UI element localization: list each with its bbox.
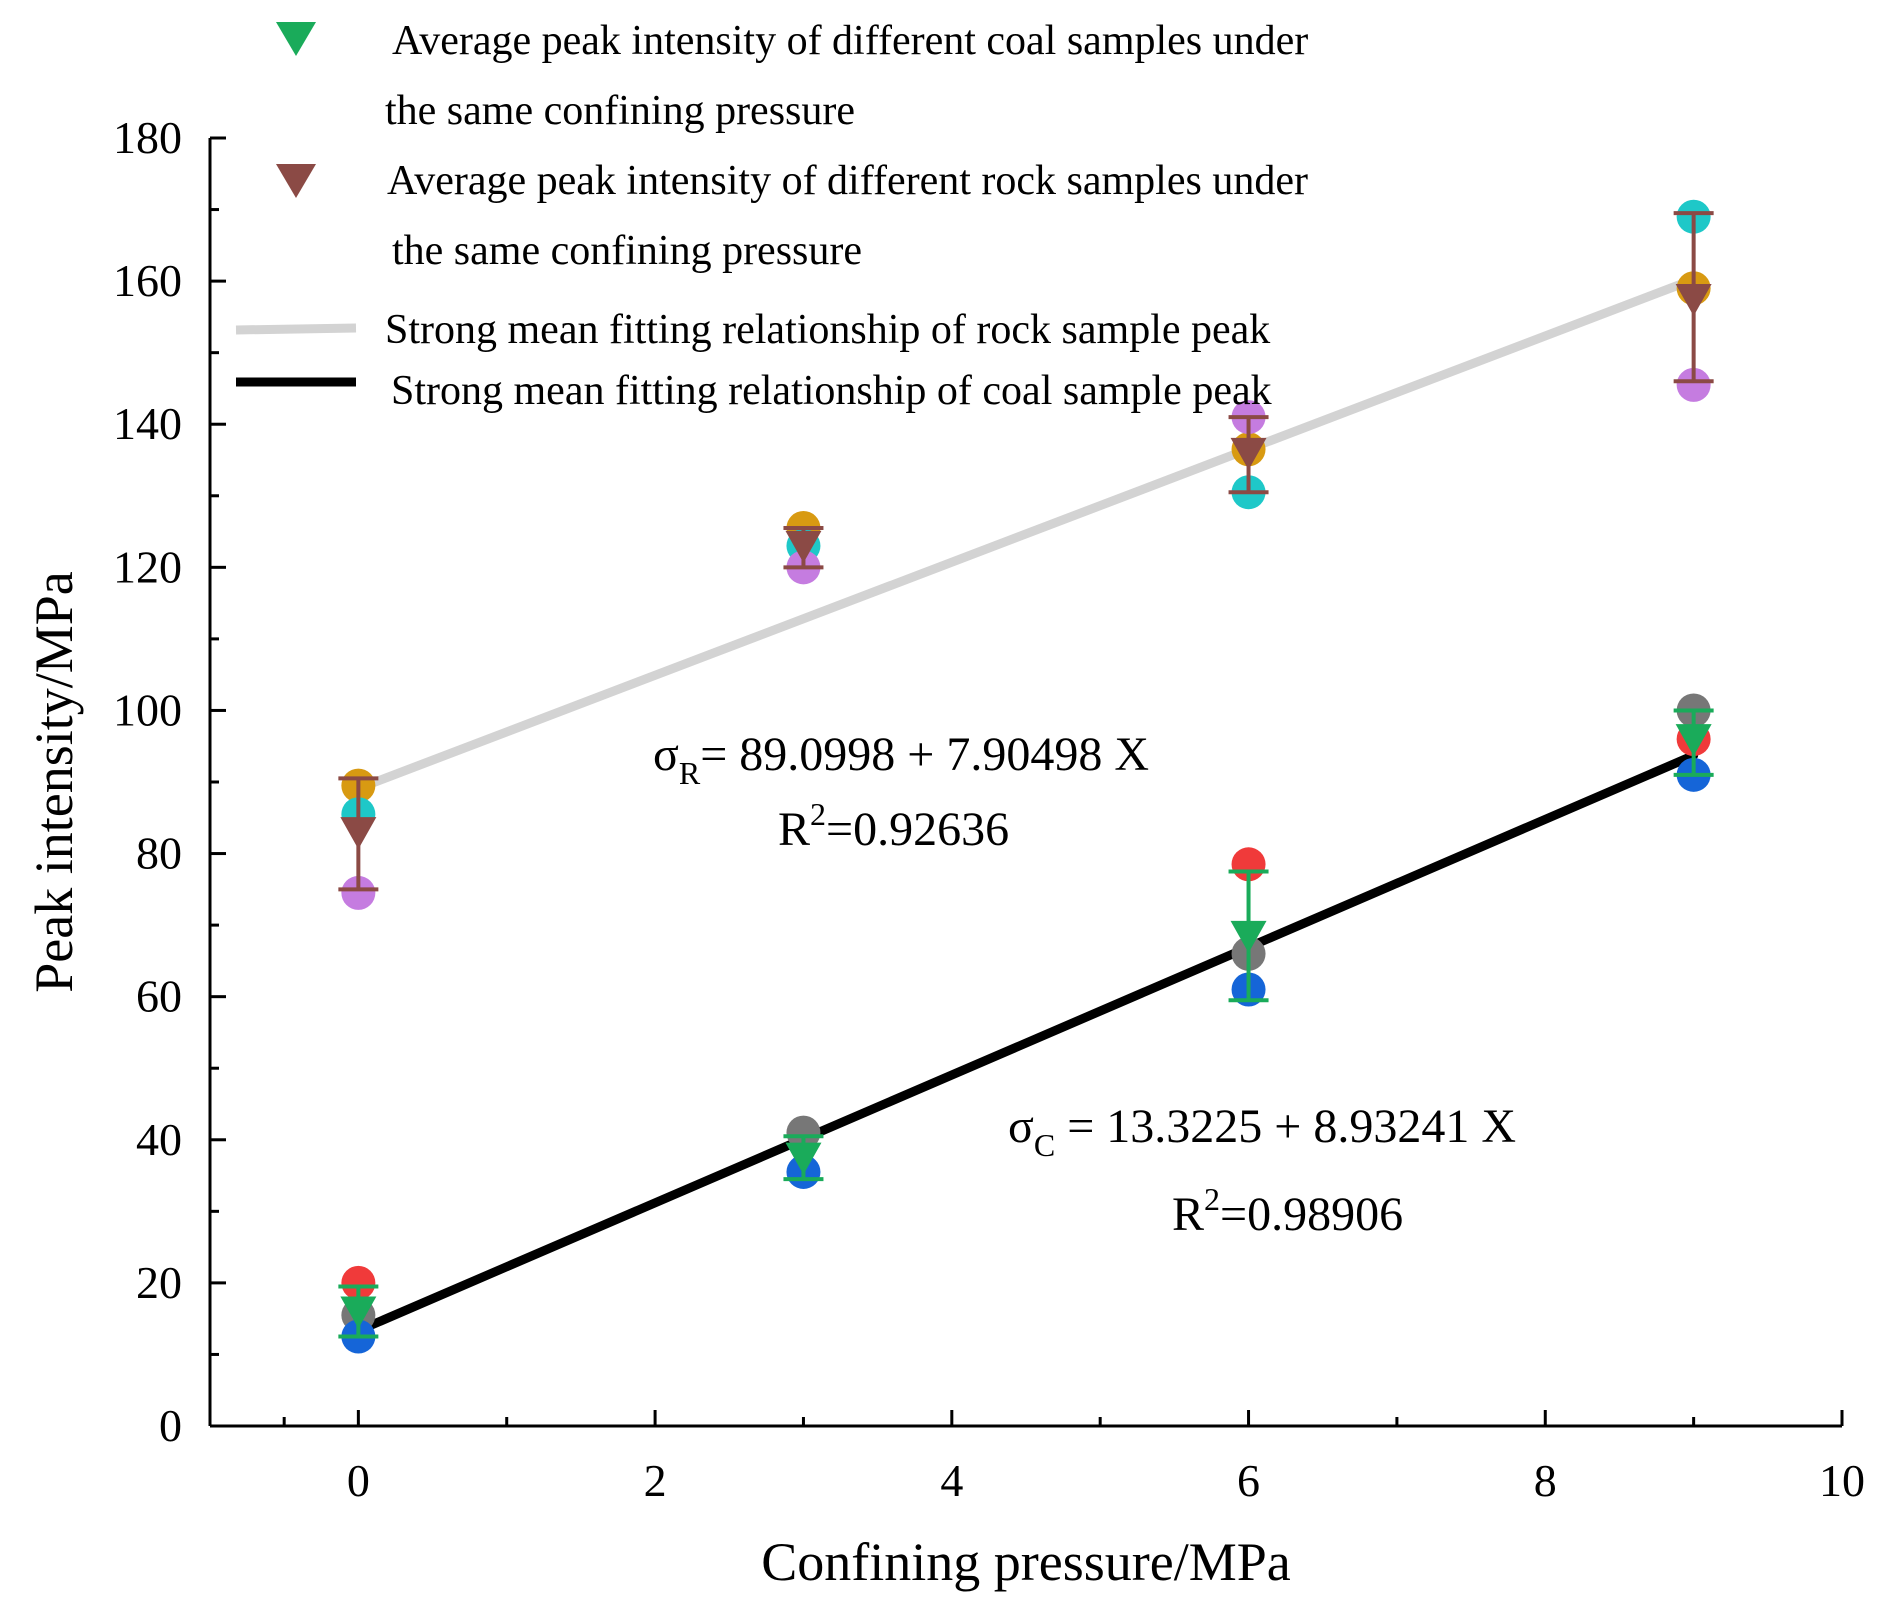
x-tick-label: 2 [644, 1455, 667, 1506]
rock-sample-point [341, 875, 376, 910]
coal-r2-value: =0.98906 [1220, 1188, 1403, 1241]
coal-mean-marker [785, 1142, 822, 1175]
y-tick-label: 40 [136, 1114, 182, 1165]
annotations: σR= 89.0998 + 7.90498 X R2=0.92636 σC = … [653, 728, 1516, 1241]
y-tick-label: 180 [113, 112, 182, 163]
fit-lines [353, 274, 1699, 1336]
y-tick-label: 120 [113, 541, 182, 592]
coal-r2-sup: 2 [1204, 1181, 1220, 1217]
rock-sample-point [1676, 367, 1711, 402]
legend: Average peak intensity of different coal… [235, 18, 1308, 414]
legend-rock-fit-label: Strong mean fitting relationship of rock… [385, 307, 1270, 353]
rock-eq-subscript: R [679, 755, 701, 791]
x-axis-title: Confining pressure/MPa [761, 1532, 1290, 1592]
y-tick-label: 0 [159, 1400, 182, 1451]
coal-mean-marker [340, 1296, 377, 1329]
coal-mean-marker [1675, 724, 1712, 757]
rock-eq-body: = 89.0998 + 7.90498 X [700, 728, 1149, 781]
y-axis-title: Peak intensity/MPa [24, 571, 84, 993]
legend-rock-mean-symbol [276, 164, 316, 198]
rock-equation: σR= 89.0998 + 7.90498 X [653, 728, 1149, 791]
legend-coal-mean-label-line1: Average peak intensity of different coal… [392, 18, 1308, 64]
rock-mean-marker [340, 817, 377, 850]
y-tick-label: 80 [136, 828, 182, 879]
coal-mean-marker [1230, 920, 1267, 953]
coal-sample-point [786, 1115, 821, 1150]
legend-coal-mean-label-line2: the same confining pressure [385, 88, 855, 134]
legend-rock-fit-symbol [235, 323, 357, 335]
y-tick-label: 100 [113, 684, 182, 735]
coal-fit-line [353, 750, 1699, 1336]
coal-eq-subscript: C [1034, 1127, 1055, 1163]
y-tick-label: 20 [136, 1257, 182, 1308]
rock-mean-marker [785, 530, 822, 563]
rock-r2: R2=0.92636 [778, 796, 1009, 856]
x-tick-label: 6 [1237, 1455, 1260, 1506]
x-tick-label: 0 [347, 1455, 370, 1506]
coal-sample-point [341, 1265, 376, 1300]
rock-r2-value: =0.92636 [826, 803, 1009, 856]
legend-rock-mean-label-line1: Average peak intensity of different rock… [387, 158, 1308, 204]
legend-coal-mean-symbol [276, 22, 316, 56]
rock-fit-line [353, 274, 1699, 793]
y-tick-label: 160 [113, 255, 182, 306]
mean-markers [340, 284, 1712, 1329]
x-tick-label: 4 [940, 1455, 963, 1506]
rock-mean-marker [1230, 437, 1267, 470]
rock-r2-sup: 2 [810, 796, 826, 832]
axes: 0 20 40 60 80 100 120 140 160 180 0 2 4 6 8 10 Confining… [24, 112, 1865, 1592]
y-tick-label: 60 [136, 971, 182, 1022]
x-tick-label: 10 [1819, 1455, 1865, 1506]
legend-rock-mean-label-line2: the same confining pressure [392, 228, 862, 274]
coal-eq-body: = 13.3225 + 8.93241 X [1055, 1100, 1516, 1153]
x-tick-label: 8 [1534, 1455, 1557, 1506]
y-tick-label: 140 [113, 398, 182, 449]
coal-r2: R2=0.98906 [1172, 1181, 1403, 1241]
rock-mean-marker [1675, 284, 1712, 316]
legend-coal-fit-label: Strong mean fitting relationship of coal… [391, 368, 1272, 414]
coal-equation: σC = 13.3225 + 8.93241 X [1008, 1100, 1516, 1163]
